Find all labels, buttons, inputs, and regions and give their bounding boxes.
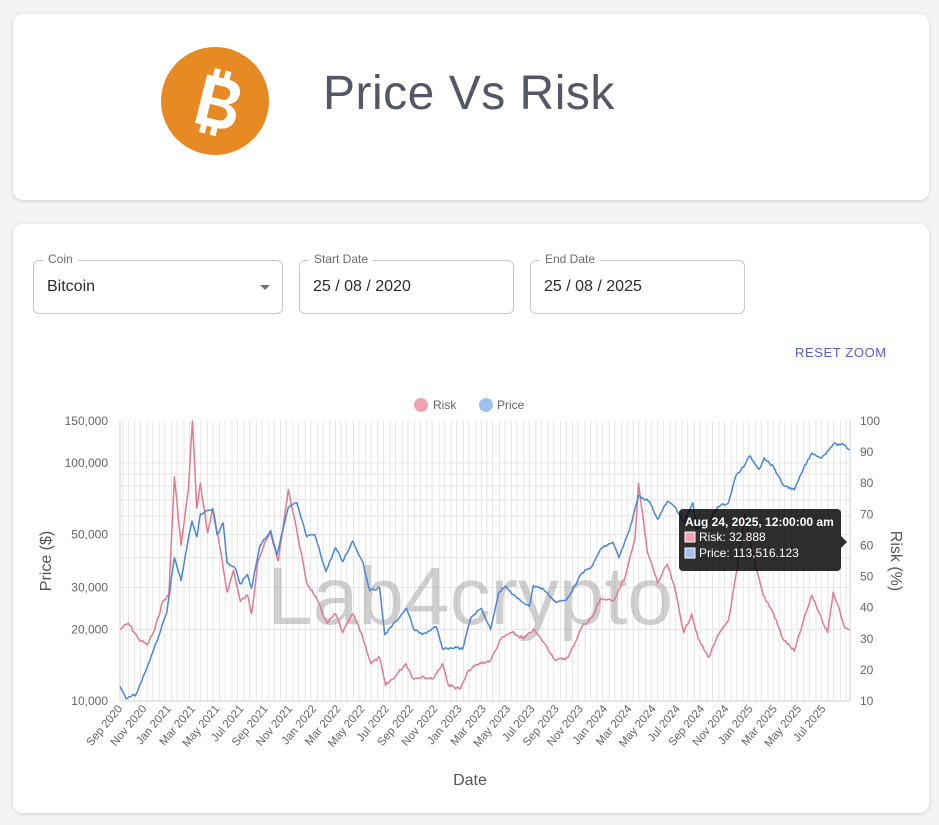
y-right-tick-label: 100 (860, 414, 880, 428)
y-right-tick-label: 50 (860, 570, 874, 584)
price-risk-chart[interactable]: 10,000 20,000 30,000 50,000 100,000 150,000 10… (13, 224, 929, 813)
x-axis-title: Date (453, 772, 487, 789)
y-right-tick-label: 80 (860, 476, 874, 490)
y-right-tick-label: 30 (860, 632, 874, 646)
tooltip-box (679, 509, 841, 571)
y-right-tick-label: 40 (860, 601, 874, 615)
y-right-tick-label: 90 (860, 445, 874, 459)
y-right-tick-label: 10 (860, 694, 874, 708)
reset-zoom-button[interactable]: RESET ZOOM (795, 345, 887, 360)
y-left-tick-label: 100,000 (65, 456, 109, 470)
tooltip-title: Aug 24, 2025, 12:00:00 am (685, 515, 834, 529)
y-left-tick-label: 30,000 (71, 580, 108, 594)
header-card: Price Vs Risk (13, 14, 929, 200)
main-card: Coin Bitcoin Start Date 25 / 08 / 2020 E… (13, 224, 929, 813)
start-date-value: 25 / 08 / 2020 (313, 278, 411, 295)
y-right-tick-label: 60 (860, 538, 874, 552)
y-left-tick-label: 150,000 (65, 414, 109, 428)
legend-label-price: Price (497, 398, 525, 412)
coin-label: Coin (43, 252, 78, 266)
legend-marker-risk (414, 398, 428, 412)
legend-marker-price (479, 398, 493, 412)
watermark: Lab4crypto (267, 551, 673, 642)
chevron-down-icon[interactable] (260, 285, 270, 290)
coin-select[interactable]: Coin Bitcoin (33, 252, 283, 314)
page-title: Price Vs Risk (323, 67, 615, 120)
series-line-risk (119, 420, 850, 690)
tooltip-pointer (841, 536, 847, 548)
tooltip-line: Risk: 32.888 (699, 530, 766, 544)
start-date-field[interactable]: Start Date 25 / 08 / 2020 (299, 252, 514, 314)
y-left-axis-title: Price ($) (38, 531, 55, 591)
tooltip-line: Price: 113,516.123 (699, 546, 799, 560)
y-left-tick-label: 20,000 (71, 622, 108, 636)
coin-value: Bitcoin (47, 278, 96, 295)
y-right-axis-title: Risk (%) (887, 531, 904, 591)
end-date-value: 25 / 08 / 2025 (544, 278, 642, 295)
tooltip-swatch (684, 547, 696, 559)
start-date-label: Start Date (309, 252, 374, 266)
y-left-tick-label: 10,000 (71, 694, 108, 708)
legend-label-risk: Risk (433, 398, 457, 412)
y-right-tick-label: 70 (860, 507, 874, 521)
bitcoin-logo-icon (161, 47, 269, 155)
y-left-tick-label: 50,000 (71, 528, 108, 542)
end-date-label: End Date (540, 252, 601, 266)
y-right-tick-label: 20 (860, 663, 874, 677)
end-date-field[interactable]: End Date 25 / 08 / 2025 (530, 252, 745, 314)
tooltip-swatch (684, 531, 696, 543)
series-line-price (119, 442, 850, 700)
